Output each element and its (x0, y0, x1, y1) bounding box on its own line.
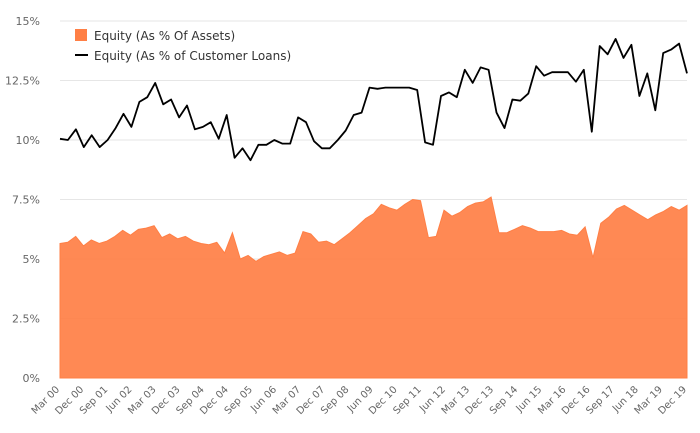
series-line-equity-loans (59, 38, 688, 162)
legend: Equity (As % Of Assets) Equity (As % of … (75, 29, 291, 63)
legend-swatch-assets (75, 29, 87, 41)
y-tick-label: 5% (23, 253, 40, 266)
y-tick-label: 2.5% (12, 313, 40, 326)
y-tick-label: 12.5% (5, 75, 40, 88)
y-tick-label: 7.5% (12, 194, 40, 207)
series-area-equity-assets (59, 196, 688, 379)
line-series-layer (59, 38, 688, 162)
y-tick-label: 15% (16, 15, 40, 28)
legend-label-assets: Equity (As % Of Assets) (94, 29, 235, 43)
area-series-layer (59, 196, 688, 379)
y-tick-label: 0% (23, 372, 40, 385)
y-tick-label: 10% (16, 134, 40, 147)
legend-label-loans: Equity (As % of Customer Loans) (94, 49, 291, 63)
